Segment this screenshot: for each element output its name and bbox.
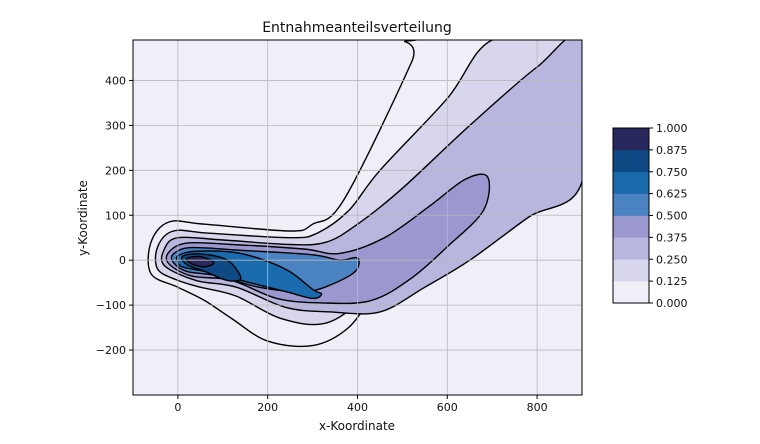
x-tick-label: 400	[347, 401, 368, 414]
grid	[133, 40, 582, 395]
contour-level-1	[185, 255, 215, 268]
colorbar-swatch	[613, 237, 649, 260]
colorbar-swatch	[613, 149, 649, 173]
y-axis-label: y-Koordinate	[76, 180, 90, 256]
x-tick-label: 800	[527, 401, 548, 414]
colorbar-tick-label: 0.875	[656, 144, 688, 157]
contour-layers	[147, 40, 582, 348]
x-axis-label: x-Koordinate	[319, 419, 395, 433]
x-tick-label: 200	[257, 401, 278, 414]
y-axis-ticks: −200 −100 0 100 200 300 400	[96, 74, 133, 357]
contour-level-0-375	[160, 40, 582, 315]
plot-area	[132, 39, 583, 396]
y-tick-label: 400	[105, 74, 126, 87]
chart-title: Entnahmeanteilsverteilung	[262, 20, 452, 36]
colorbar-tick-label: 1.000	[656, 122, 688, 135]
colorbar-tick-label: 0.625	[656, 188, 688, 201]
y-tick-label: 300	[105, 119, 126, 132]
x-tick-label: 0	[174, 401, 181, 414]
y-tick-label: −200	[96, 344, 126, 357]
y-tick-label: −100	[96, 299, 126, 312]
colorbar-swatch	[613, 193, 649, 216]
colorbar-swatch	[613, 128, 649, 151]
colorbar-tick-label: 0.250	[656, 253, 688, 266]
colorbar-tick-label: 0.500	[656, 210, 688, 223]
x-axis-ticks: 0 200 400 600 800	[174, 395, 548, 414]
colorbar-swatch	[613, 171, 649, 194]
y-tick-label: 200	[105, 164, 126, 177]
colorbar-tick-label: 0.750	[656, 166, 688, 179]
colorbar-tick-label: 0.375	[656, 231, 688, 244]
colorbar-swatch	[613, 281, 649, 304]
y-tick-label: 0	[119, 254, 126, 267]
colorbar-swatch	[613, 259, 649, 282]
colorbar-tick-label: 0.125	[656, 275, 688, 288]
x-tick-label: 600	[437, 401, 458, 414]
colorbar-tick-label: 0.000	[656, 297, 688, 310]
y-tick-label: 100	[105, 209, 126, 222]
colorbar-swatch	[613, 215, 649, 238]
colorbar: 0.000 0.125 0.250 0.375 0.500 0.625 0.750 0.875…	[612, 122, 688, 310]
